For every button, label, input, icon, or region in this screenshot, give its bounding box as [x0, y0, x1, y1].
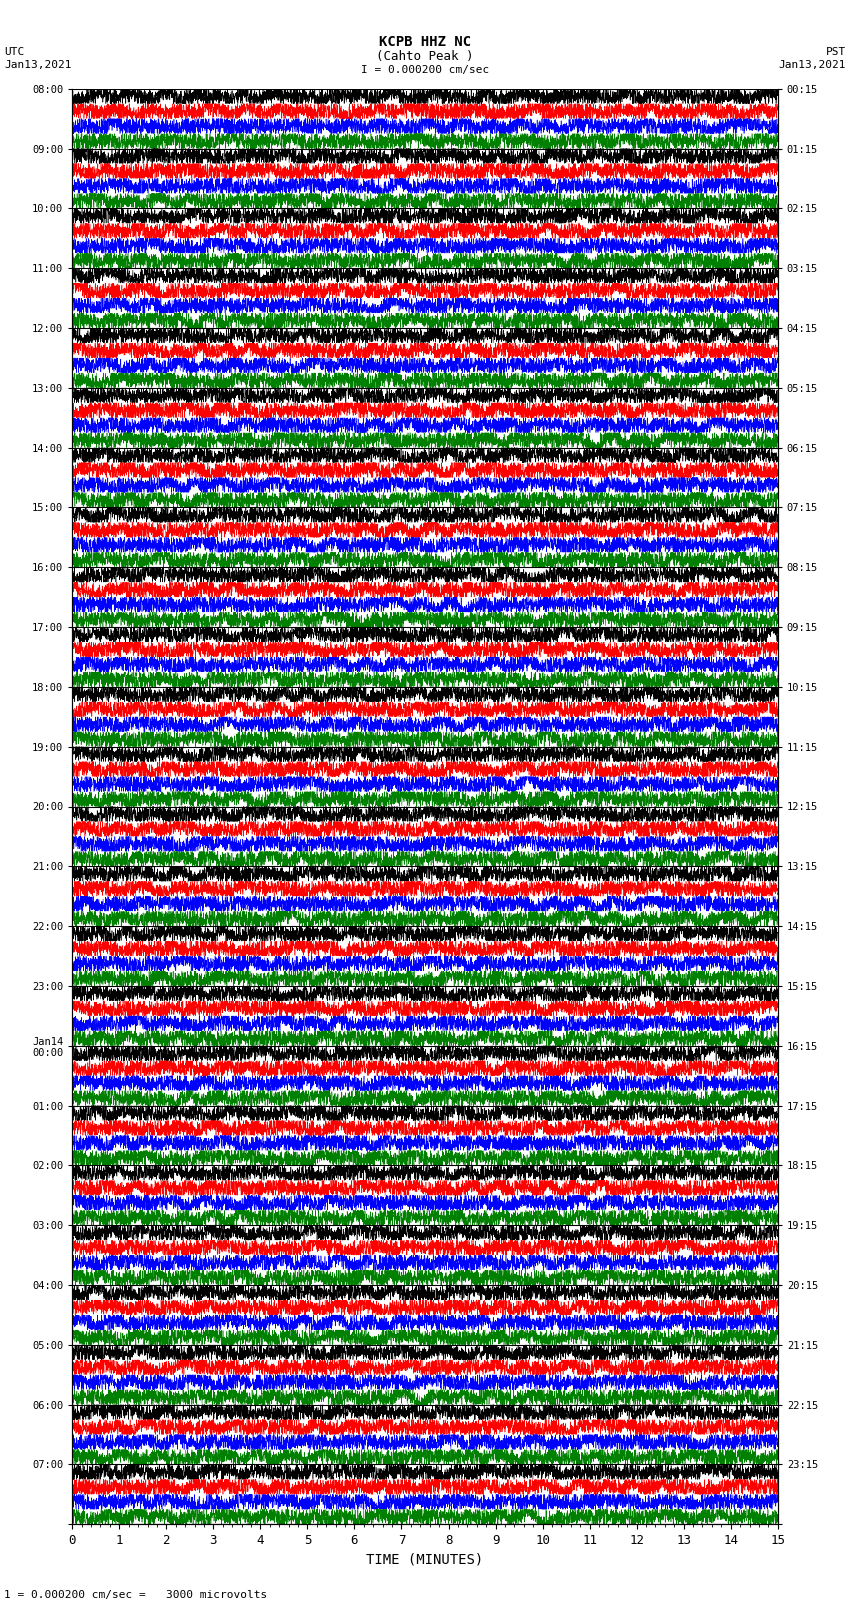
Text: Jan13,2021: Jan13,2021 — [4, 60, 71, 69]
X-axis label: TIME (MINUTES): TIME (MINUTES) — [366, 1553, 484, 1566]
Text: I = 0.000200 cm/sec: I = 0.000200 cm/sec — [361, 65, 489, 74]
Text: Jan13,2021: Jan13,2021 — [779, 60, 846, 69]
Text: KCPB HHZ NC: KCPB HHZ NC — [379, 35, 471, 50]
Text: (Cahto Peak ): (Cahto Peak ) — [377, 50, 473, 63]
Text: UTC: UTC — [4, 47, 25, 56]
Text: 1 = 0.000200 cm/sec =   3000 microvolts: 1 = 0.000200 cm/sec = 3000 microvolts — [4, 1590, 268, 1600]
Text: PST: PST — [825, 47, 846, 56]
